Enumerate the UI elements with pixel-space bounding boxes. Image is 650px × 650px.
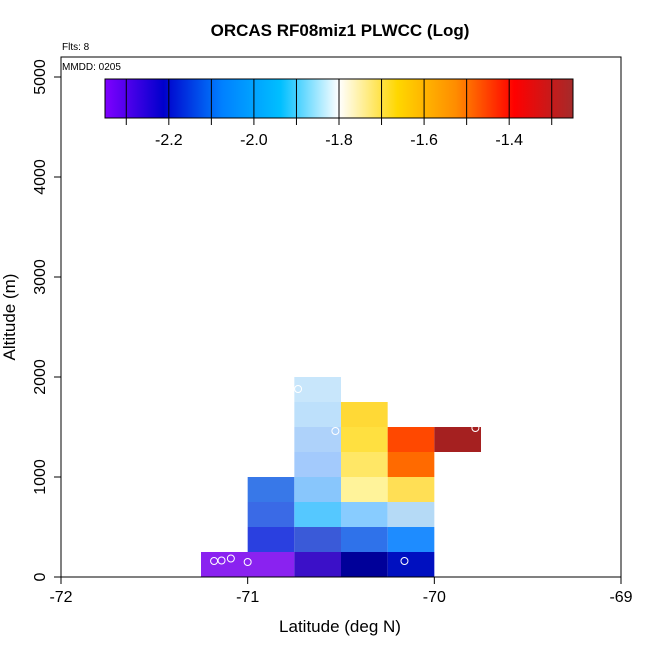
heatmap-cell — [247, 477, 295, 502]
y-tick-label: 4000 — [32, 159, 49, 195]
observation-point — [400, 557, 409, 565]
x-tick-label: -72 — [49, 589, 72, 606]
observation-point — [226, 554, 235, 563]
colorbar-tick-label: -1.6 — [410, 132, 438, 149]
heatmap-cell — [387, 502, 435, 527]
x-tick-label: -71 — [236, 589, 259, 606]
y-axis: 0 1000 2000 3000 4000 5000 — [32, 59, 62, 581]
observation-point — [243, 558, 252, 566]
x-axis-label: Latitude (deg N) — [279, 617, 401, 636]
x-tick-label: -69 — [609, 589, 632, 606]
heatmap-cell — [387, 477, 435, 502]
observation-point — [294, 385, 303, 393]
heatmap-cell — [387, 427, 435, 452]
y-axis-label: Altitude (m) — [0, 274, 19, 361]
heatmap-cell — [387, 552, 435, 577]
heatmap-cell — [387, 527, 435, 552]
heatmap-cell — [247, 527, 295, 552]
date-note: MMDD: 0205 — [62, 62, 121, 73]
flights-note: Flts: 8 — [62, 42, 90, 53]
y-tick-label: 5000 — [32, 59, 49, 95]
heatmap-cell — [341, 502, 388, 527]
heatmap-cell — [341, 527, 388, 552]
heatmap-cell — [341, 427, 388, 452]
observation-point — [217, 556, 226, 565]
heatmap-cell — [294, 402, 341, 427]
heatmap-cells — [201, 377, 481, 577]
heatmap-cell — [387, 452, 435, 477]
colorbar-tick-label: -1.8 — [325, 132, 353, 149]
heatmap-cell — [341, 552, 388, 577]
y-tick-label: 2000 — [32, 359, 49, 395]
heatmap-cell — [294, 377, 341, 402]
heatmap-cell — [247, 502, 295, 527]
heatmap-cell — [294, 427, 341, 452]
heatmap-cell — [294, 502, 341, 527]
heatmap-cell — [341, 452, 388, 477]
heatmap-cell — [201, 552, 295, 577]
colorbar-tick-label: -1.4 — [495, 132, 523, 149]
heatmap-cell — [294, 477, 341, 502]
y-tick-label: 3000 — [32, 259, 49, 295]
observation-point — [331, 427, 340, 435]
observation-point — [471, 424, 480, 432]
x-tick-label: -70 — [423, 589, 446, 606]
y-tick-label: 1000 — [32, 459, 49, 495]
heatmap-cell — [341, 402, 388, 427]
heatmap-cell — [294, 527, 341, 552]
observation-points — [210, 385, 480, 566]
heatmap-cell — [294, 552, 341, 577]
heatmap-cell — [341, 477, 388, 502]
y-tick-label: 0 — [32, 572, 49, 581]
chart-title: ORCAS RF08miz1 PLWCC (Log) — [211, 21, 470, 40]
heatmap-cell — [294, 452, 341, 477]
colorbar-tick-label: -2.0 — [240, 132, 268, 149]
colorbar: -2.2 -2.0 -1.8 -1.6 -1.4 — [104, 78, 574, 149]
colorbar-tick-label: -2.2 — [155, 132, 183, 149]
x-axis: -72 -71 -70 -69 — [49, 576, 633, 606]
